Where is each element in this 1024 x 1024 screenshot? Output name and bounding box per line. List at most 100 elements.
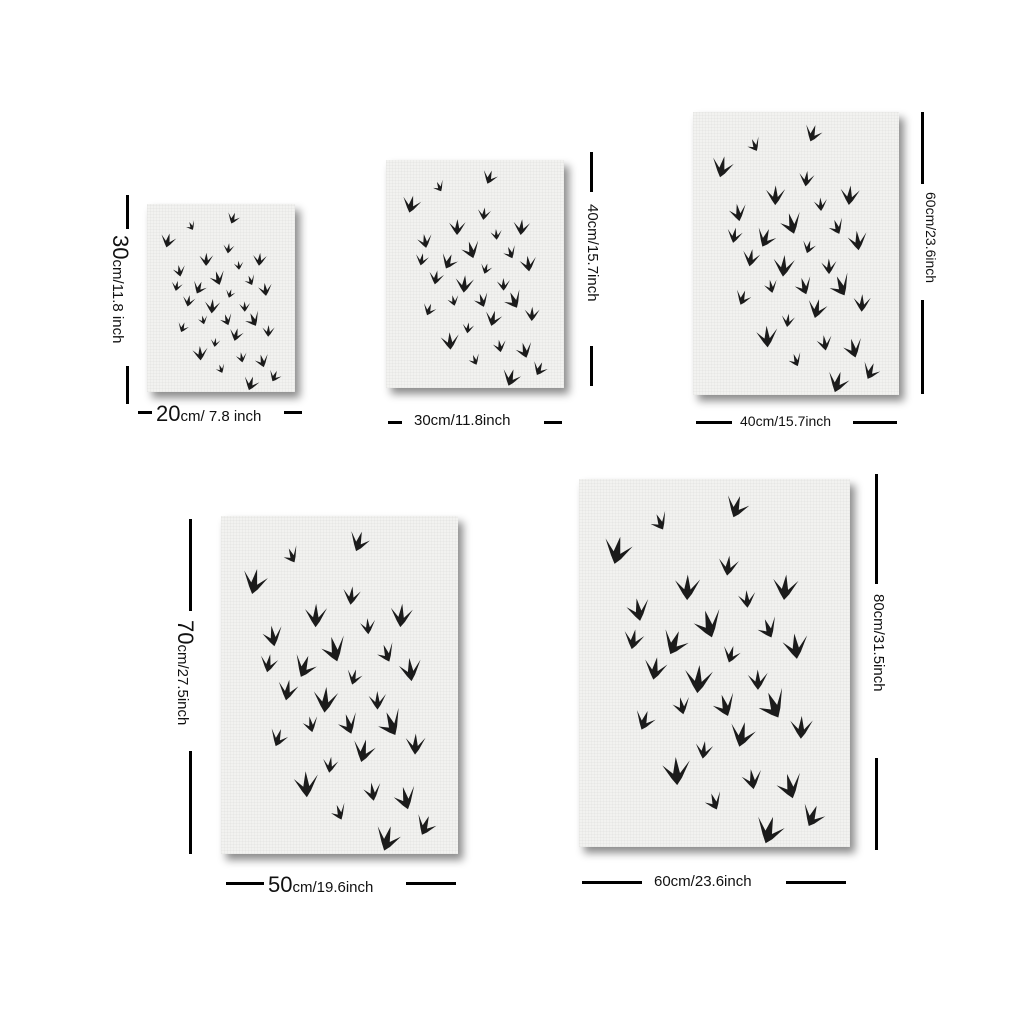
bird-shape <box>685 665 713 694</box>
bird-shape <box>244 569 268 594</box>
bird-shape <box>172 264 185 277</box>
bird-shape <box>433 179 443 192</box>
bird-shape <box>199 252 214 266</box>
bird-shape <box>780 211 800 234</box>
height-line-bottom <box>921 300 924 394</box>
bird-shape <box>244 376 260 391</box>
canvas-60x80 <box>579 479 850 847</box>
bird-shape <box>442 253 459 269</box>
bird-shape <box>183 295 196 307</box>
bird-shape <box>209 270 224 285</box>
bird-shape <box>194 280 207 294</box>
bird-shape <box>821 258 837 275</box>
bird-shape <box>731 722 756 747</box>
bird-shape <box>254 354 268 368</box>
bird-shape <box>455 275 474 293</box>
bird-shape <box>283 545 297 563</box>
bird-shape <box>390 603 413 628</box>
bird-shape <box>662 756 690 786</box>
bird-shape <box>737 289 752 305</box>
bird-shape <box>378 707 399 736</box>
bird-shape <box>429 270 445 285</box>
bird-shape <box>799 170 815 187</box>
bird-shape <box>204 299 221 314</box>
bird-shape <box>245 310 258 326</box>
bird-shape <box>766 185 786 206</box>
bird-shape <box>262 325 275 337</box>
height-line-bottom <box>189 751 192 854</box>
bird-shape <box>186 220 195 230</box>
bird-shape <box>239 301 251 312</box>
bird-shape <box>343 586 361 605</box>
birds-artwork <box>244 531 437 851</box>
width-line-left <box>138 411 152 414</box>
width-label-50x70: 50cm/19.6inch <box>268 872 374 897</box>
bird-shape <box>782 633 808 659</box>
bird-shape <box>198 315 208 325</box>
width-line-left <box>582 881 642 884</box>
bird-shape <box>447 295 459 306</box>
bird-shape <box>405 733 426 755</box>
bird-shape <box>253 252 267 266</box>
width-line-right <box>284 411 302 414</box>
bird-shape <box>337 712 356 734</box>
bird-shape <box>741 769 762 790</box>
bird-shape <box>461 240 479 259</box>
canvas-20x30 <box>147 204 295 392</box>
bird-shape <box>672 697 689 715</box>
bird-shape <box>794 276 811 295</box>
bird-shape <box>650 510 666 530</box>
width-line-right <box>544 421 562 424</box>
birds-artwork <box>605 495 826 844</box>
bird-shape <box>223 243 235 254</box>
bird-shape <box>192 345 208 361</box>
bird-shape <box>519 255 536 272</box>
bird-shape <box>313 686 339 713</box>
height-label-60x80: 80cm/31.5inch <box>870 594 887 692</box>
birds-artwork <box>403 170 548 386</box>
bird-shape <box>645 657 668 680</box>
bird-shape <box>847 230 867 251</box>
bird-shape <box>713 156 734 178</box>
height-line-top <box>590 152 593 192</box>
bird-shape <box>468 353 479 365</box>
bird-shape <box>215 363 225 373</box>
bird-shape <box>416 253 429 266</box>
bird-shape <box>843 337 861 358</box>
bird-shape <box>377 642 393 662</box>
bird-shape <box>293 771 318 798</box>
bird-shape <box>360 618 376 635</box>
bird-shape <box>331 802 345 820</box>
bird-shape <box>486 310 503 326</box>
bird-shape <box>230 328 244 341</box>
bird-shape <box>161 233 177 248</box>
birds-artwork <box>161 212 282 391</box>
height-label-50x70: 70cm/27.5inch <box>173 620 198 726</box>
bird-shape <box>178 322 189 333</box>
bird-shape <box>417 233 432 248</box>
bird-shape <box>764 279 777 293</box>
bird-shape <box>773 574 799 600</box>
bird-shape <box>496 278 510 291</box>
bird-shape <box>829 371 850 393</box>
bird-shape <box>262 625 282 647</box>
bird-shape <box>781 313 795 327</box>
bird-shape <box>693 608 720 638</box>
bird-shape <box>305 603 328 628</box>
bird-shape <box>323 756 339 773</box>
bird-shape <box>368 691 387 710</box>
bird-shape <box>363 782 381 801</box>
bird-shape <box>758 816 785 844</box>
bird-shape <box>492 339 506 353</box>
bird-shape <box>462 322 475 334</box>
bird-shape <box>758 687 783 718</box>
width-line-right <box>406 882 456 885</box>
bird-shape <box>403 195 422 213</box>
canvas-50x70 <box>221 516 458 854</box>
bird-shape <box>235 352 247 363</box>
bird-shape <box>296 653 317 677</box>
bird-shape <box>513 219 531 235</box>
bird-shape <box>354 739 376 762</box>
width-label-40x60: 40cm/15.7inch <box>740 413 832 429</box>
height-label-30x40: 40cm/15.7inch <box>584 204 601 302</box>
